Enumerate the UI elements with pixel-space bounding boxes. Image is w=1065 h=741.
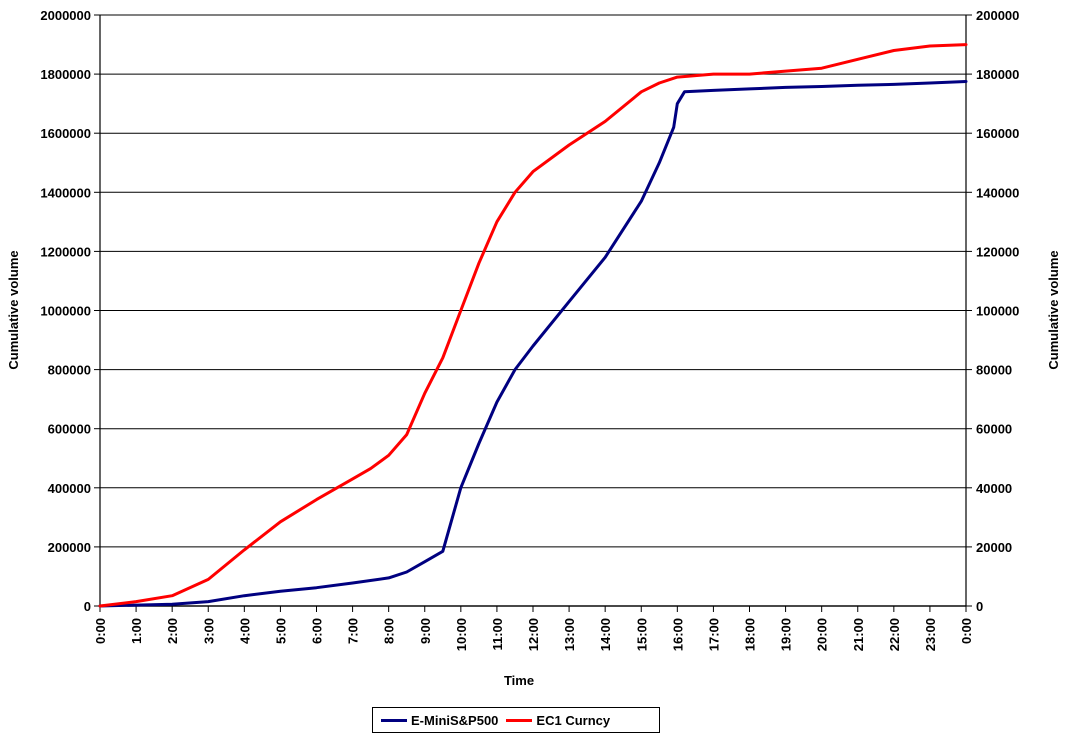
x-tick-label: 3:00 — [201, 618, 216, 644]
x-tick-label: 18:00 — [743, 618, 758, 651]
y-left-tick-label: 0 — [84, 599, 91, 614]
legend-label-ec1: EC1 Curncy — [536, 712, 611, 728]
y-right-tick-label: 140000 — [976, 185, 1019, 200]
x-tick-label: 19:00 — [779, 618, 794, 651]
y-left-tick-label: 200000 — [48, 540, 91, 555]
x-tick-label: 5:00 — [273, 618, 288, 644]
y-right-tick-label: 100000 — [976, 304, 1019, 319]
legend-swatch-emini — [381, 718, 407, 722]
y-right-tick-label: 120000 — [976, 244, 1019, 259]
x-axis-label: Time — [504, 673, 534, 688]
y-right-tick-labels: 0 20000 40000 60000 80000 100000 120000 140000 1… — [976, 8, 1019, 614]
series-lines — [98, 43, 968, 608]
y-right-tick-label: 160000 — [976, 126, 1019, 141]
x-tick-label: 0:00 — [959, 618, 974, 644]
x-tick-label: 22:00 — [887, 618, 902, 651]
y-right-tick-label: 180000 — [976, 67, 1019, 82]
y-right-tick-label: 20000 — [976, 540, 1012, 555]
x-tick-label: 4:00 — [237, 618, 252, 644]
x-tick-label: 14:00 — [598, 618, 613, 651]
y-left-tick-labels: 0 200000 400000 600000 800000 1000000 1200000 1… — [40, 8, 91, 614]
legend-label-emini: E-MiniS&P500 — [411, 712, 499, 728]
x-tick-label: 15:00 — [634, 618, 649, 651]
y-right-axis-label: Cumulative volume — [1046, 250, 1061, 369]
y-right-tick-label: 200000 — [976, 8, 1019, 23]
y-left-tick-label: 400000 — [48, 481, 91, 496]
x-tick-label: 20:00 — [815, 618, 830, 651]
x-tick-labels: 0:00 1:00 2:00 3:00 4:00 5:00 6:00 7:00 8:00 9:00… — [93, 618, 974, 651]
x-tick-label: 0:00 — [93, 618, 108, 644]
legend-item-ec1: EC1 Curncy — [506, 713, 610, 728]
y-right-tick-label: 60000 — [976, 422, 1012, 437]
y-left-tick-label: 1800000 — [40, 67, 91, 82]
legend: E-MiniS&P500 EC1 Curncy — [372, 707, 660, 733]
axes — [94, 14, 972, 612]
x-tick-label: 10:00 — [454, 618, 469, 651]
x-tick-label: 12:00 — [526, 618, 541, 651]
x-tick-label: 7:00 — [346, 618, 361, 644]
y-left-tick-label: 1400000 — [40, 185, 91, 200]
series-line-1 — [98, 43, 968, 608]
x-tick-label: 1:00 — [129, 618, 144, 644]
gridlines — [100, 14, 966, 607]
series-line-0 — [98, 80, 968, 608]
x-tick-label: 17:00 — [706, 618, 721, 651]
y-left-axis-label: Cumulative volume — [6, 250, 21, 369]
x-tick-label: 13:00 — [562, 618, 577, 651]
x-tick-label: 11:00 — [490, 618, 505, 651]
x-tick-label: 2:00 — [165, 618, 180, 644]
y-left-tick-label: 2000000 — [40, 8, 91, 23]
x-tick-label: 23:00 — [923, 618, 938, 651]
y-left-tick-label: 1600000 — [40, 126, 91, 141]
legend-swatch-ec1 — [506, 718, 533, 722]
x-tick-label: 21:00 — [851, 618, 866, 651]
x-tick-label: 8:00 — [382, 618, 397, 644]
y-left-tick-label: 1200000 — [40, 244, 91, 259]
y-right-tick-label: 40000 — [976, 481, 1012, 496]
y-left-tick-label: 1000000 — [40, 304, 91, 319]
y-left-tick-label: 800000 — [48, 363, 91, 378]
x-tick-label: 6:00 — [310, 618, 325, 644]
y-left-tick-label: 600000 — [48, 422, 91, 437]
y-right-tick-label: 80000 — [976, 363, 1012, 378]
legend-item-emini: E-MiniS&P500 — [381, 713, 498, 728]
x-tick-label: 16:00 — [670, 618, 685, 651]
x-tick-label: 9:00 — [418, 618, 433, 644]
y-right-tick-label: 0 — [976, 599, 983, 614]
